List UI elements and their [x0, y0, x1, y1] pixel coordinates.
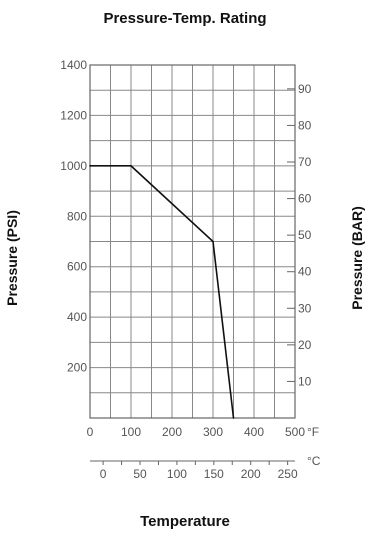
x-secondary-tick-label: 50 — [133, 467, 147, 481]
y-left-tick-label: 800 — [67, 209, 87, 223]
x-primary-unit-label: °F — [307, 425, 319, 439]
series-point — [212, 240, 214, 243]
y-right-tick-label: 80 — [298, 118, 312, 132]
plot-frame — [89, 64, 296, 419]
x-axis-title: Temperature — [140, 513, 230, 530]
y-right-tick-label: 10 — [298, 374, 312, 388]
y-axis-right: 10 20 30 40 50 60 70 80 90 — [287, 82, 312, 388]
plot-grid — [90, 65, 295, 418]
series-point — [89, 165, 91, 167]
y-right-tick-label: 40 — [298, 265, 312, 279]
x-secondary-tick-label: 200 — [241, 467, 261, 481]
series-group — [89, 165, 235, 419]
y-axis-left: 200 400 600 800 1000 1200 1400 — [60, 58, 87, 375]
series-point — [232, 417, 235, 419]
y-right-tick-label: 30 — [298, 301, 312, 315]
y-left-tick-label: 200 — [67, 361, 87, 375]
x-primary-tick-label: 200 — [162, 425, 182, 439]
y-right-tick-label: 60 — [298, 192, 312, 206]
chart-title: Pressure-Temp. Rating — [103, 10, 267, 27]
y-left-tick-label: 600 — [67, 260, 87, 274]
x-primary-tick-label: 400 — [244, 425, 264, 439]
x-secondary-tick-label: 250 — [278, 467, 298, 481]
y-left-tick-label: 400 — [67, 310, 87, 324]
y-left-tick-label: 1400 — [60, 58, 87, 72]
x-primary-tick-label: 0 — [87, 425, 94, 439]
series-line — [90, 165, 235, 419]
x-secondary-tick-label: 100 — [167, 467, 187, 481]
x-axis-fahrenheit: 0 100 200 300 400 500 °F — [87, 425, 319, 439]
x-primary-tick-label: 300 — [203, 425, 223, 439]
plot-border — [89, 64, 296, 419]
x-secondary-unit-label: °C — [307, 454, 321, 468]
y-right-tick-label: 70 — [298, 155, 312, 169]
series-point — [130, 165, 132, 167]
y-left-tick-label: 1000 — [60, 159, 87, 173]
x-primary-tick-label: 500 — [285, 425, 305, 439]
x-primary-tick-label: 100 — [121, 425, 141, 439]
y-right-tick-label: 90 — [298, 82, 312, 96]
y-left-tick-label: 1200 — [60, 108, 87, 122]
x-secondary-tick-label: 0 — [100, 467, 107, 481]
x-secondary-tick-label: 150 — [204, 467, 224, 481]
y-right-tick-label: 50 — [298, 228, 312, 242]
y-right-tick-label: 20 — [298, 338, 312, 352]
x-axis-celsius: 0 50 100 150 200 250 °C — [89, 454, 321, 481]
